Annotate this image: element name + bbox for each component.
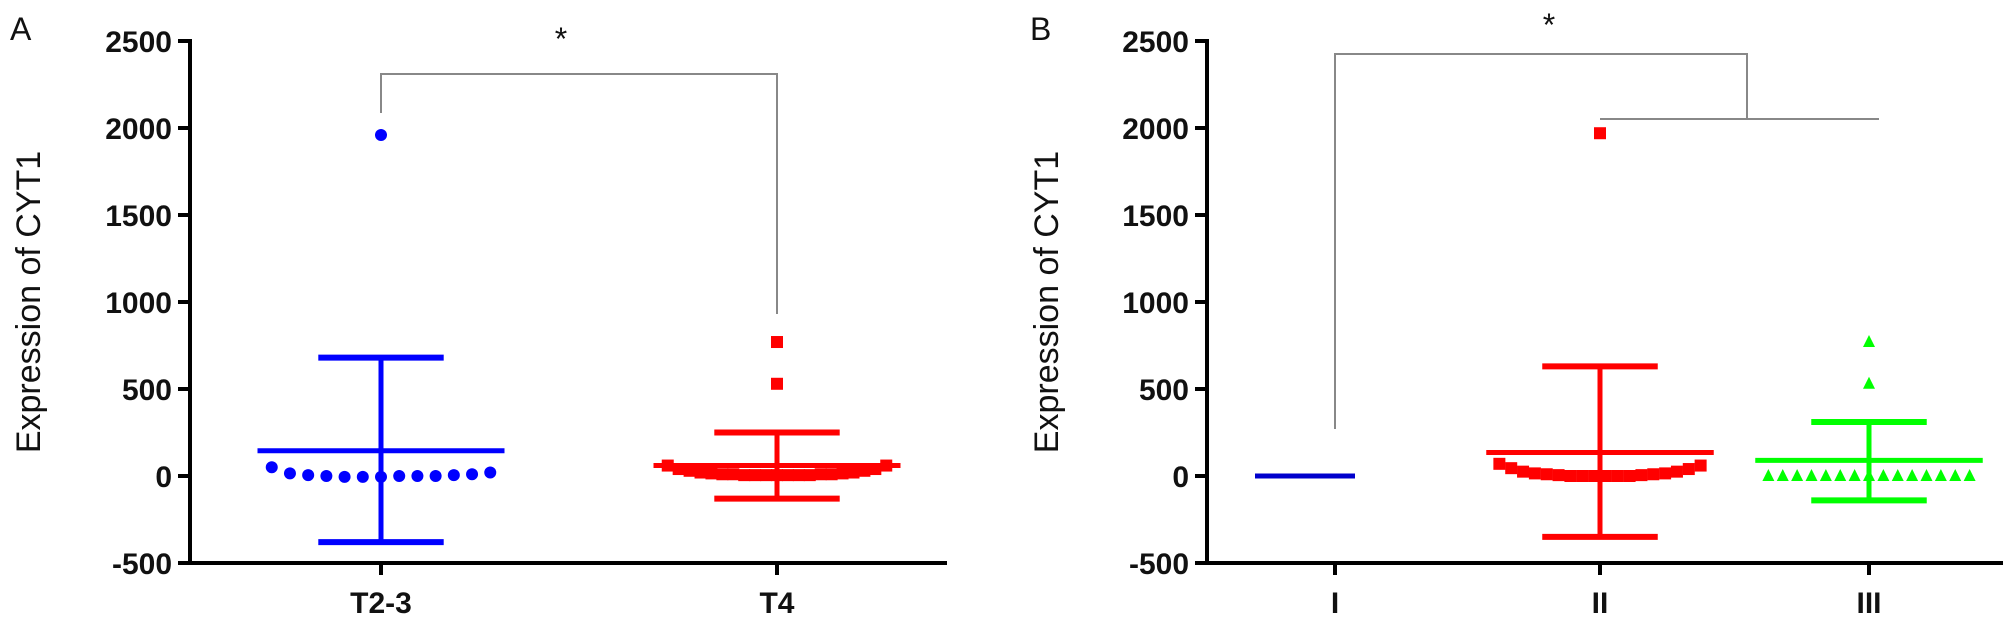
- data-point: [1906, 469, 1919, 481]
- data-point: [1834, 469, 1847, 481]
- y-tick-label: 2000: [1122, 113, 1189, 146]
- x-tick-label: II: [1592, 587, 1609, 620]
- data-point: [1540, 468, 1553, 481]
- significance-label: *: [1543, 7, 1555, 43]
- data-point: [1576, 470, 1589, 482]
- data-point: [429, 470, 442, 482]
- data-point: [484, 466, 497, 479]
- y-tick-label: 500: [122, 374, 172, 407]
- panel-B: B Expression of CYT1 -500 0 500 1000 1500 2000 2…: [1028, 7, 2003, 620]
- data-point: [760, 469, 773, 482]
- data-point: [1594, 127, 1606, 140]
- group-T2-3: [257, 128, 505, 546]
- data-point: [375, 128, 387, 141]
- data-point: [716, 468, 729, 481]
- y-tick-label: -500: [112, 548, 172, 581]
- data-point: [1776, 469, 1789, 481]
- data-point: [265, 461, 278, 474]
- data-point: [836, 467, 849, 480]
- x-tick-label: T4: [759, 587, 794, 620]
- y-tick-label: 0: [1172, 461, 1189, 494]
- data-point: [727, 468, 740, 481]
- group-T4: [653, 336, 901, 502]
- x-tick-label: T2-3: [350, 587, 412, 620]
- panel-label: A: [10, 11, 32, 47]
- data-point: [1694, 459, 1707, 472]
- y-tick-label: 2000: [105, 113, 172, 146]
- panel-label: B: [1030, 11, 1051, 47]
- y-tick-label: 1000: [1122, 287, 1189, 320]
- data-point: [1762, 469, 1775, 481]
- data-point: [1877, 469, 1890, 481]
- data-point: [1682, 463, 1695, 476]
- y-tick-label: -500: [1129, 548, 1189, 581]
- data-point: [411, 470, 424, 482]
- data-point: [1599, 470, 1612, 482]
- group-I: [1255, 473, 1355, 479]
- y-tick-label: 2500: [1122, 26, 1189, 59]
- significance-label: *: [555, 21, 567, 57]
- data-point: [1863, 376, 1875, 389]
- data-point: [847, 466, 860, 479]
- data-point: [393, 470, 406, 482]
- y-tick-label: 500: [1139, 374, 1189, 407]
- data-point: [1934, 469, 1947, 481]
- data-point: [1635, 469, 1648, 482]
- data-point: [302, 469, 315, 482]
- data-point: [1791, 469, 1804, 481]
- data-point: [1949, 469, 1962, 481]
- data-point: [283, 467, 296, 480]
- y-tick-label: 0: [155, 461, 172, 494]
- data-point: [1920, 469, 1933, 481]
- significance-bracket: [380, 73, 778, 314]
- data-point: [1659, 467, 1672, 480]
- data-point: [825, 468, 838, 481]
- data-point: [1805, 469, 1818, 481]
- data-point: [1505, 462, 1518, 475]
- data-point: [738, 469, 751, 482]
- data-point: [749, 469, 762, 482]
- data-point: [814, 468, 827, 481]
- y-tick-label: 2500: [105, 26, 172, 59]
- panel-A: A Expression of CYT1 -500 0 500 1000 1500 2000 2…: [10, 11, 947, 620]
- data-point: [771, 336, 783, 349]
- y-axis-label: Expression of CYT1: [1028, 151, 1066, 453]
- data-point: [1963, 469, 1976, 481]
- y-axis-label: Expression of CYT1: [10, 151, 48, 453]
- data-point: [338, 470, 351, 483]
- data-point: [1552, 469, 1565, 482]
- y-tick-label: 1500: [105, 200, 172, 233]
- data-point: [1819, 469, 1832, 481]
- data-point: [781, 469, 794, 482]
- data-point: [356, 470, 369, 483]
- data-point: [705, 467, 718, 480]
- group-II: [1486, 127, 1714, 540]
- data-point: [1517, 465, 1530, 478]
- data-point: [1528, 467, 1541, 480]
- data-point: [1848, 469, 1861, 481]
- x-tick-label: III: [1856, 587, 1881, 620]
- data-point: [771, 377, 783, 390]
- data-point: [1891, 469, 1904, 481]
- data-point: [803, 469, 816, 482]
- data-point: [1611, 470, 1624, 482]
- significance-bracket: [1334, 53, 1748, 429]
- y-tick-label: 1500: [1122, 200, 1189, 233]
- data-point: [1647, 468, 1660, 481]
- data-point: [466, 468, 479, 481]
- data-point: [1493, 457, 1506, 470]
- data-point: [320, 470, 333, 482]
- x-tick-label: I: [1331, 587, 1339, 620]
- data-point: [447, 469, 460, 482]
- data-point: [1588, 470, 1601, 482]
- data-point: [1623, 470, 1636, 482]
- data-point: [1863, 335, 1875, 348]
- data-point: [694, 466, 707, 479]
- y-tick-label: 1000: [105, 287, 172, 320]
- data-point: [1564, 470, 1577, 482]
- data-point: [792, 469, 805, 482]
- group-III: [1755, 335, 1983, 504]
- data-point: [1670, 465, 1683, 478]
